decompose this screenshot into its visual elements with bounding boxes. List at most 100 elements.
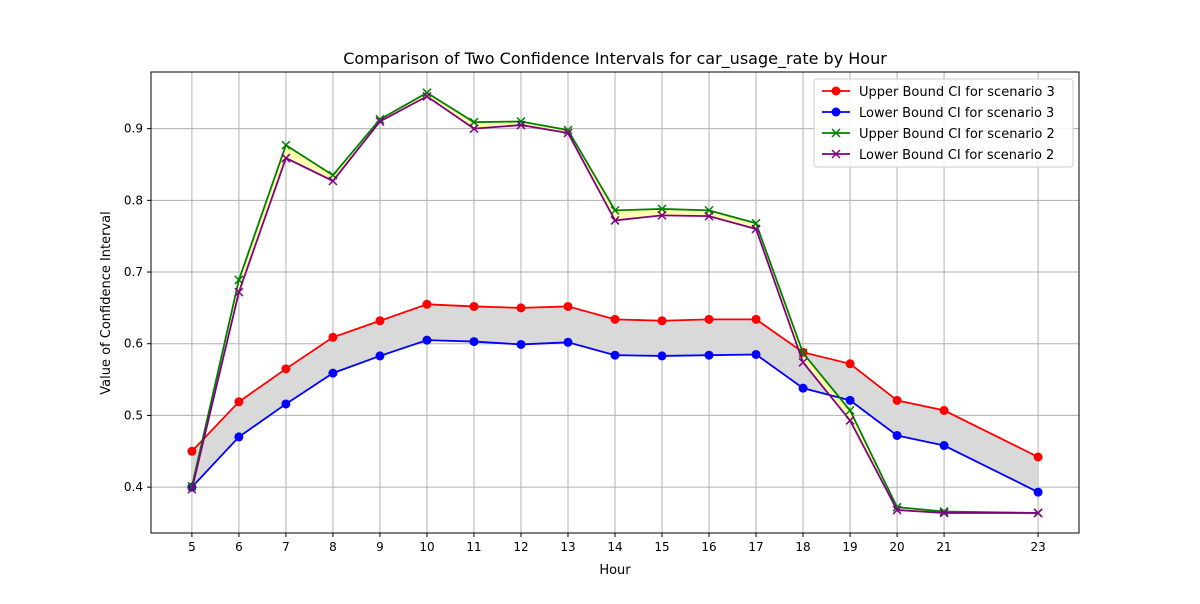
y-tick-label: 0.6 — [124, 337, 143, 351]
data-point — [892, 395, 902, 405]
x-tick-label: 10 — [419, 540, 434, 554]
x-tick-label: 17 — [748, 540, 763, 554]
data-point — [657, 204, 667, 214]
data-point — [704, 314, 714, 324]
series-4 — [187, 91, 1043, 518]
x-tick-label: 6 — [235, 540, 243, 554]
series-line — [191, 303, 1039, 458]
data-point — [187, 484, 197, 494]
data-point — [422, 335, 432, 345]
data-point — [234, 397, 244, 407]
ci-fill-band — [191, 304, 1039, 493]
data-point — [516, 116, 526, 127]
data-point — [469, 301, 479, 311]
data-point — [845, 359, 855, 369]
ci-fills — [191, 92, 1039, 513]
data-point — [516, 339, 526, 349]
data-point — [657, 210, 667, 220]
series-line — [191, 339, 1039, 493]
data-point — [469, 337, 479, 347]
data-point — [281, 140, 291, 150]
data-point — [892, 430, 902, 440]
x-tick-label: 11 — [466, 540, 481, 554]
data-point — [751, 314, 761, 324]
data-point — [563, 301, 573, 311]
data-point — [845, 405, 855, 415]
y-tick-label: 0.4 — [124, 480, 143, 494]
data-point — [375, 114, 385, 124]
x-tick-label: 12 — [513, 540, 528, 554]
data-point — [939, 441, 949, 451]
data-point — [563, 128, 573, 138]
x-tick-label: 15 — [654, 540, 669, 554]
legend-label: Upper Bound CI for scenario 3 — [859, 85, 1055, 100]
data-point — [1033, 508, 1043, 518]
y-tick-label: 0.9 — [124, 122, 143, 136]
data-point — [281, 399, 291, 409]
data-point — [469, 124, 479, 134]
data-point — [234, 432, 244, 442]
grid — [151, 72, 1079, 533]
legend-marker — [831, 86, 841, 96]
data-point — [610, 350, 620, 360]
series-line — [191, 95, 1039, 514]
data-point — [798, 383, 808, 393]
legend-label: Lower Bound CI for scenario 2 — [859, 148, 1054, 163]
x-tick-label: 5 — [188, 540, 196, 554]
data-point — [469, 117, 479, 127]
data-point — [281, 364, 291, 374]
data-point — [516, 303, 526, 313]
data-point — [563, 337, 573, 347]
legend-marker — [831, 149, 841, 159]
data-point — [892, 505, 902, 515]
x-tick-label: 8 — [329, 540, 337, 554]
legend-label: Upper Bound CI for scenario 2 — [859, 127, 1055, 142]
data-point — [1033, 487, 1043, 497]
data-point — [610, 205, 620, 215]
data-point — [281, 153, 291, 163]
data-point — [939, 405, 949, 415]
series-1 — [187, 299, 1043, 462]
x-tick-label: 14 — [607, 540, 622, 554]
data-point — [751, 349, 761, 359]
data-point — [375, 351, 385, 361]
data-point — [1033, 452, 1043, 462]
data-point — [328, 176, 338, 186]
x-tick-label: 9 — [376, 540, 384, 554]
data-point — [845, 415, 855, 425]
data-point — [375, 116, 385, 127]
data-point — [798, 357, 808, 367]
legend: Upper Bound CI for scenario 3 Lower Bound… — [813, 78, 1074, 168]
data-point — [610, 215, 620, 225]
x-tick-label: 23 — [1030, 540, 1045, 554]
ticks: 5 6 7 8 9 10 11 12 13 14 15 16 17 18 19 20 21 23 0.4 0.5 0.6… — [124, 122, 1046, 554]
data-point — [234, 287, 244, 297]
data-point — [704, 211, 714, 221]
legend-marker — [831, 107, 841, 117]
series-line — [191, 91, 1039, 514]
data-point — [704, 350, 714, 360]
y-tick-label: 0.5 — [124, 408, 143, 422]
y-axis-label: Value of Confidence Interval — [99, 211, 114, 395]
legend-label: Lower Bound CI for scenario 3 — [859, 106, 1054, 121]
y-tick-label: 0.7 — [124, 265, 143, 279]
data-point — [187, 446, 197, 456]
data-point — [657, 351, 667, 361]
x-tick-label: 7 — [282, 540, 290, 554]
data-point — [422, 91, 432, 101]
x-tick-label: 21 — [936, 540, 951, 554]
y-tick-label: 0.8 — [124, 193, 143, 207]
data-point — [328, 332, 338, 342]
chart-title: Comparison of Two Confidence Intervals f… — [343, 49, 887, 69]
data-point — [375, 316, 385, 326]
series-lines — [187, 88, 1043, 518]
x-tick-label: 13 — [560, 540, 575, 554]
data-point — [939, 508, 949, 518]
legend-marker — [831, 128, 841, 138]
data-point — [657, 316, 667, 326]
data-point — [610, 314, 620, 324]
data-point — [751, 224, 761, 234]
x-axis-label: Hour — [599, 563, 631, 578]
